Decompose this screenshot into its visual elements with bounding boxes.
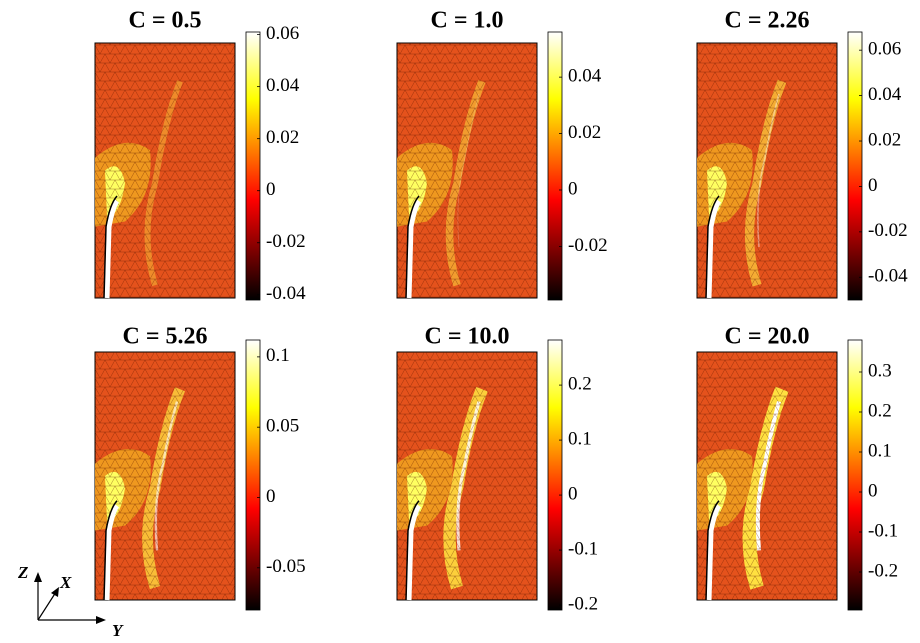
colorbar-tick-label: 0.1: [266, 345, 290, 366]
panel: C = 2.26 0.06 0.04 0.02 0 -0.02 -0.04: [696, 8, 908, 301]
colorbar-tick-label: 0: [868, 480, 878, 501]
axis-label: Z: [17, 563, 28, 582]
crack-outline: [103, 500, 118, 601]
colorbar: [547, 31, 563, 301]
colorbar-tick-label: 0.05: [266, 416, 299, 437]
colorbar-tick-label: 0.04: [868, 84, 902, 105]
panel: C = 20.0 0.3 0.2 0.1 0 -0.1 -0.2: [696, 324, 898, 611]
colorbar-tick-label: -0.2: [568, 593, 598, 614]
panel-title: C = 1.0: [430, 8, 503, 34]
colorbar-tick-label: -0.02: [568, 235, 608, 256]
panel: C = 1.0 0.04 0.02 0 -0.02: [396, 8, 608, 301]
mesh-overlay: [697, 43, 837, 298]
colorbar-tick-label: 0.04: [568, 65, 602, 86]
panel: C = 0.5 0.06 0.04 0.02 0 -0.02 -0.04: [94, 8, 306, 304]
crack: [406, 504, 422, 601]
axis-label: Y: [112, 621, 124, 640]
colorbar-tick-label: 0: [266, 179, 276, 200]
axis-label: X: [59, 573, 72, 592]
crack: [104, 504, 120, 601]
colorbar-tick-label: 0.04: [266, 75, 300, 96]
mesh-overlay: [697, 352, 837, 600]
colorbar-tick-label: -0.04: [266, 283, 306, 304]
colorbar: [547, 339, 563, 611]
mesh-overlay: [95, 43, 235, 298]
colorbar-tick-label: 0: [568, 178, 578, 199]
crack: [706, 199, 722, 299]
crack-outline: [405, 195, 420, 299]
colorbar-tick-label: -0.02: [266, 231, 306, 252]
colorbar-tick-label: 0.02: [266, 127, 299, 148]
colorbar-tick-label: 0.02: [568, 122, 601, 143]
colorbar-tick-label: 0.2: [868, 400, 892, 421]
mesh-overlay: [397, 43, 537, 298]
colorbar-tick-label: 0: [266, 486, 276, 507]
colorbar-tick-label: 0: [568, 483, 578, 504]
colorbar-tick-label: -0.1: [568, 538, 598, 559]
colorbar-tick-label: 0: [868, 175, 878, 196]
crack-outline: [103, 195, 118, 299]
crack: [406, 199, 422, 299]
crack-outline: [705, 500, 720, 601]
colorbar-tick-label: -0.2: [868, 560, 898, 581]
colorbar: [245, 339, 261, 611]
crack: [706, 504, 722, 601]
crack-outline: [405, 500, 420, 601]
mesh-overlay: [95, 352, 235, 600]
colorbar: [847, 31, 863, 301]
mesh-overlay: [397, 352, 537, 600]
colorbar-tick-label: 0.3: [868, 360, 892, 381]
panel-title: C = 10.0: [424, 324, 509, 350]
colorbar-tick-label: -0.1: [868, 520, 898, 541]
panel-title: C = 2.26: [724, 8, 809, 34]
colorbar-tick-label: -0.04: [868, 266, 908, 287]
orientation-triad: Z X Y: [17, 563, 124, 640]
colorbar-tick-label: 0.1: [868, 440, 892, 461]
colorbar-tick-label: -0.02: [868, 220, 908, 241]
panel-title: C = 5.26: [122, 324, 207, 350]
panel: C = 10.0 0.2 0.1 0 -0.1 -0.2: [396, 324, 598, 614]
panel: C = 5.26 0.1 0.05 0 -0.05: [94, 324, 306, 611]
colorbar-tick-label: 0.06: [266, 23, 299, 44]
colorbar-tick-label: 0.02: [868, 129, 901, 150]
colorbar-tick-label: 0.1: [568, 428, 592, 449]
panel-title: C = 0.5: [128, 8, 201, 34]
colorbar-tick-label: -0.05: [266, 556, 306, 577]
panel-title: C = 20.0: [724, 324, 809, 350]
colorbar-tick-label: 0.2: [568, 373, 592, 394]
colorbar: [847, 339, 863, 611]
crack: [104, 199, 120, 299]
crack-outline: [705, 195, 720, 299]
colorbar-tick-label: 0.06: [868, 39, 901, 60]
colorbar: [245, 31, 261, 301]
